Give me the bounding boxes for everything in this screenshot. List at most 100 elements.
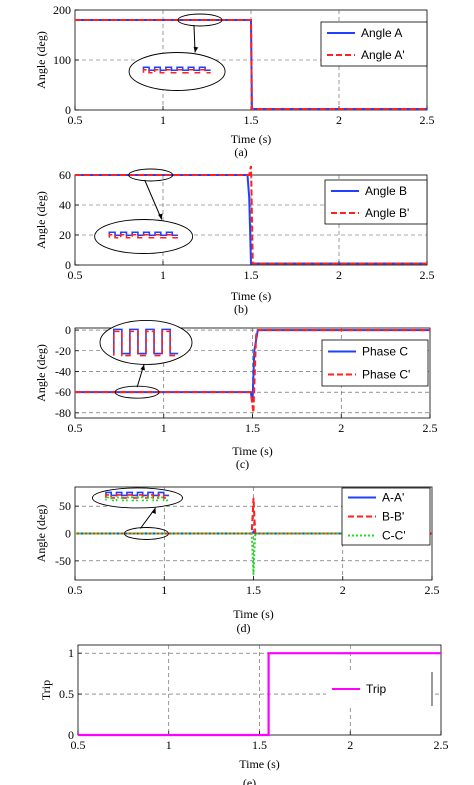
legend-label: Angle A <box>361 26 402 40</box>
zoom-trace-2 <box>113 330 179 357</box>
legend: Angle B Angle B' <box>324 179 428 225</box>
y-tick-label: -20 <box>55 344 71 358</box>
legend: Trip <box>326 672 433 706</box>
chart-b: 0.5 1 1.5 2 2.5 0 20 40 60 Time (s) Angle (deg) (b)… <box>34 165 435 316</box>
x-tick-label: 2.5 <box>420 268 435 282</box>
y-tick-label: 60 <box>59 168 71 182</box>
chart-d: 0.5 1 1.5 2 2.5 50 0 -50 Time (s) Angle (deg) (d) A… <box>34 486 440 635</box>
y-tick-label: -40 <box>55 364 71 378</box>
zoom-arrow-head <box>193 46 199 53</box>
x-tick-label: 0.5 <box>71 738 86 752</box>
y-axis-label: Angle (deg) <box>34 191 48 249</box>
x-tick-label: 2.5 <box>425 583 440 597</box>
zoom-arrow <box>144 179 163 220</box>
y-tick-label: 100 <box>53 53 71 67</box>
x-tick-label: 2 <box>340 583 346 597</box>
x-tick-label: 2 <box>336 268 342 282</box>
zoom-arrow-head <box>140 364 145 371</box>
y-tick-label: 20 <box>59 228 71 242</box>
x-tick-label: 1.5 <box>252 738 267 752</box>
subfigure-caption: (b) <box>234 302 248 316</box>
x-tick-label: 2.5 <box>420 113 435 127</box>
y-tick-label: 200 <box>53 3 71 17</box>
y-tick-label: 40 <box>59 198 71 212</box>
y-axis-label: Angle (deg) <box>34 344 48 402</box>
series-line-2 <box>75 165 427 265</box>
legend-label: B-B' <box>382 510 404 524</box>
zoom-arrow-head <box>151 507 156 514</box>
series-line-2 <box>75 329 430 413</box>
series-line-2 <box>75 19 427 110</box>
legend-label: Trip <box>366 682 387 696</box>
y-tick-label: -60 <box>55 385 71 399</box>
x-tick-label: 1.5 <box>244 268 259 282</box>
x-tick-label: 0.5 <box>68 113 83 127</box>
series-line-1 <box>78 652 441 737</box>
x-axis-label: Time (s) <box>231 132 272 146</box>
series-line-2 <box>75 497 432 535</box>
x-axis-label: Time (s) <box>233 607 274 621</box>
zoom-trace-2 <box>142 68 211 74</box>
x-tick-label: 0.5 <box>68 583 83 597</box>
x-tick-label: 1.5 <box>244 113 259 127</box>
y-axis-label: Angle (deg) <box>34 31 48 89</box>
series-line-3 <box>75 532 432 575</box>
subfigure-caption: (c) <box>236 457 249 471</box>
legend-box <box>320 21 428 67</box>
zoom-trace-1 <box>113 328 179 355</box>
y-tick-label: 1 <box>68 646 74 660</box>
x-tick-label: 2 <box>336 113 342 127</box>
x-tick-label: 1 <box>166 738 172 752</box>
chart-c: 0.5 1 1.5 2 2.5 0 -20 -40 -60 -80 Time (s) Angle (d… <box>34 320 438 471</box>
zoom-arrow-head <box>158 213 163 220</box>
subfigure-caption: (a) <box>234 145 247 159</box>
x-tick-label: 1 <box>160 113 166 127</box>
legend: A-A' B-B' C-C' <box>341 487 431 546</box>
y-tick-label: 0 <box>65 323 71 337</box>
y-tick-label: -80 <box>55 406 71 420</box>
x-tick-label: 1 <box>161 421 167 435</box>
y-tick-label: 0.5 <box>59 687 74 701</box>
x-tick-label: 1 <box>161 583 167 597</box>
y-axis-label: Angle (deg) <box>34 505 48 563</box>
legend: Phase C Phase C' <box>321 339 429 387</box>
legend-label: Angle A' <box>361 48 405 62</box>
y-tick-label: 50 <box>59 499 71 513</box>
y-tick-label: 0 <box>65 258 71 272</box>
legend-label: C-C' <box>382 529 406 543</box>
x-tick-label: 0.5 <box>68 421 83 435</box>
x-axis-label: Time (s) <box>239 757 280 771</box>
y-tick-label: 0 <box>65 103 71 117</box>
legend: Angle A Angle A' <box>320 21 428 67</box>
zoom-source-ellipse <box>123 527 169 540</box>
x-tick-label: 1 <box>160 268 166 282</box>
x-tick-label: 2 <box>347 738 353 752</box>
zoom-source-ellipse <box>177 13 223 27</box>
legend-box <box>321 339 429 387</box>
legend-label: Angle B <box>365 184 407 198</box>
x-tick-label: 2.5 <box>423 421 438 435</box>
zoom-source-ellipse <box>128 168 174 182</box>
legend-label: Phase C' <box>362 368 410 382</box>
legend-label: Angle B' <box>365 206 409 220</box>
zoom-inset-ellipse <box>128 52 226 91</box>
legend-box <box>324 179 428 225</box>
x-axis-label: Time (s) <box>231 289 272 303</box>
y-tick-label: 0 <box>65 527 71 541</box>
y-axis-label: Trip <box>39 680 53 700</box>
x-tick-label: 0.5 <box>68 268 83 282</box>
subfigure-caption: (e) <box>243 776 256 785</box>
subfigure-caption: (d) <box>237 621 251 635</box>
x-tick-label: 2.5 <box>434 738 449 752</box>
x-tick-label: 2 <box>338 421 344 435</box>
legend-label: Phase C <box>362 345 408 359</box>
y-tick-label: -50 <box>55 554 71 568</box>
chart-a: 0.5 1 1.5 2 2.5 0 100 200 Time (s) Angle (deg) (a)… <box>34 3 435 159</box>
x-axis-label: Time (s) <box>232 444 273 458</box>
zoom-inset-ellipse <box>94 219 194 254</box>
y-tick-label: 0 <box>68 728 74 742</box>
legend-label: A-A' <box>382 491 404 505</box>
x-tick-label: 1.5 <box>246 583 261 597</box>
zoom-trace-3 <box>105 496 169 502</box>
